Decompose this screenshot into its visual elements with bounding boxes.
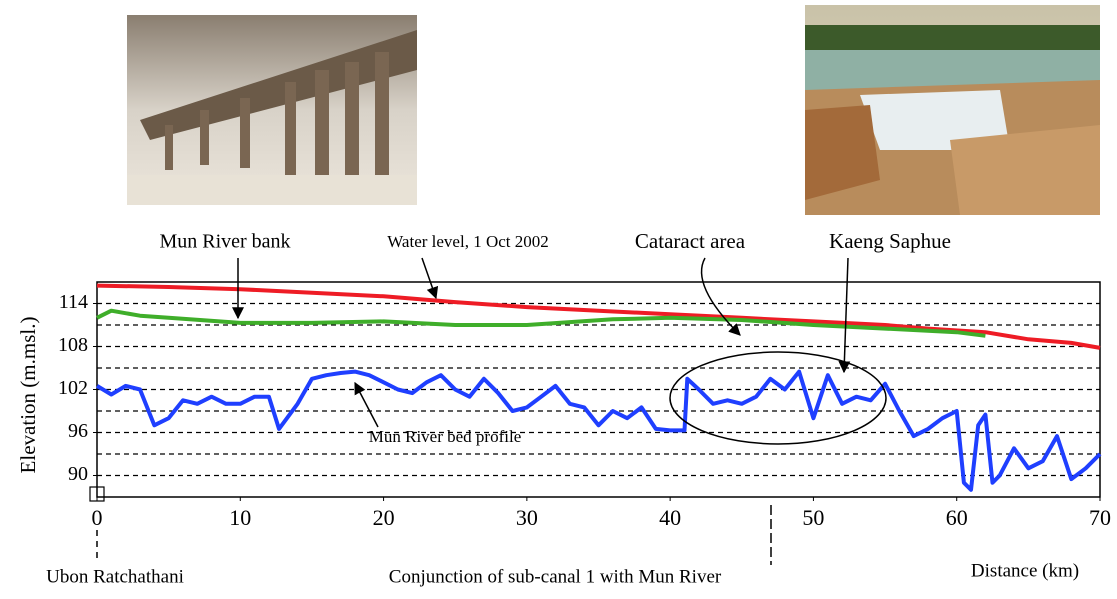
plot-frame (97, 282, 1100, 497)
chart: Elevation (m.msl.) Distance (km) 9096102… (0, 0, 1117, 594)
x-tick-label: 40 (659, 505, 681, 530)
annotation: Kaeng Saphue (829, 229, 951, 253)
rapids-photo (805, 5, 1100, 215)
x-tick-label: 50 (802, 505, 824, 530)
x-tick-label: 0 (92, 505, 103, 530)
x-tick-label: 30 (516, 505, 538, 530)
annotation-arrow (355, 383, 378, 427)
x-axis-label: Distance (km) (971, 560, 1079, 581)
y-axis-label: Elevation (m.msl.) (16, 317, 40, 474)
lines (97, 286, 1100, 490)
y-tick-label: 96 (68, 420, 88, 442)
annotation: Mun River bed profile (369, 427, 522, 446)
x-tick-label: 10 (229, 505, 251, 530)
y-tick-label: 114 (59, 291, 88, 313)
y-tick-label: 102 (58, 377, 88, 399)
annotation: Conjunction of sub-canal 1 with Mun Rive… (389, 566, 722, 587)
y-tick-label: 90 (68, 463, 88, 485)
annotation: Water level, 1 Oct 2002 (387, 232, 549, 251)
x-tick-label: 60 (946, 505, 968, 530)
bridge-photo (127, 15, 417, 205)
annotation-arrow (702, 258, 740, 335)
x-tick-label: 20 (373, 505, 395, 530)
annotation-arrow (844, 258, 848, 372)
series-line (97, 372, 1100, 490)
annotation: Cataract area (635, 229, 746, 253)
annotation: Mun River bank (159, 231, 290, 253)
annotation: Ubon Ratchathani (46, 566, 184, 587)
series-line (97, 286, 1100, 348)
x-tick-label: 70 (1089, 505, 1111, 530)
annotation-arrow (422, 258, 436, 298)
y-tick-label: 108 (58, 334, 88, 356)
